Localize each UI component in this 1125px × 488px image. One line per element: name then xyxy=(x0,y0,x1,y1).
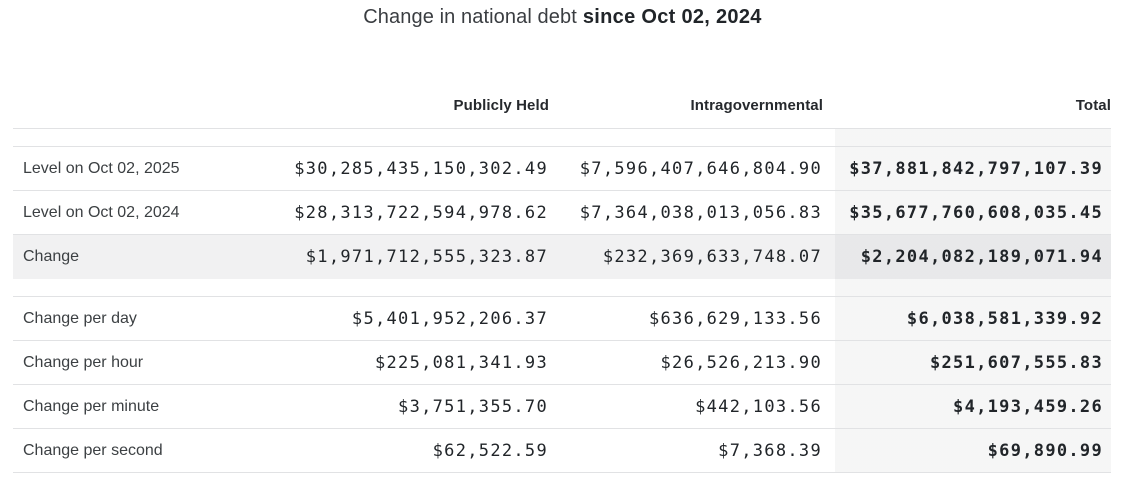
cell-intragovernmental: $7,368.39 xyxy=(718,440,822,461)
table-row: Change per hour $225,081,341.93 $26,526,21… xyxy=(13,340,1111,385)
cell-publicly-held: $62,522.59 xyxy=(432,440,548,461)
table-row: Change per second $62,522.59 $7,368.39 $69,… xyxy=(13,428,1111,473)
title-emphasis: since Oct 02, 2024 xyxy=(582,6,762,28)
cell-intragovernmental: $26,526,213.90 xyxy=(660,352,822,373)
row-label: Change per hour xyxy=(23,353,144,371)
cell-publicly-held: $225,081,341.93 xyxy=(374,352,548,373)
title-prefix: Change in national debt xyxy=(363,6,577,28)
cell-publicly-held: $1,971,712,555,323.87 xyxy=(251,234,549,279)
column-header-total: Total xyxy=(1075,97,1111,114)
cell-publicly-held: $28,313,722,594,978.62 xyxy=(294,202,548,223)
column-header-empty xyxy=(13,71,251,129)
cell-publicly-held: $5,401,952,206.37 xyxy=(351,308,548,329)
column-header-publicly-held: Publicly Held xyxy=(453,97,549,114)
cell-intragovernmental: $232,369,633,748.07 xyxy=(549,234,823,279)
cell-total: $2,204,082,189,071.94 xyxy=(823,234,1111,279)
spacer-cell xyxy=(549,279,823,297)
column-header-intragovernmental: Intragovernmental xyxy=(690,97,823,114)
spacer-cell xyxy=(549,129,823,147)
spacer-row xyxy=(13,128,1111,147)
row-label: Change per second xyxy=(23,441,163,459)
cell-total: $37,881,842,797,107.39 xyxy=(823,146,1111,191)
table-body: Level on Oct 02, 2025 $30,285,435,150,302… xyxy=(13,128,1111,473)
cell-total: $4,193,459.26 xyxy=(823,384,1111,429)
cell-publicly-held: $30,285,435,150,302.49 xyxy=(294,158,548,179)
spacer-cell xyxy=(251,129,549,147)
national-debt-table: Publicly Held Intragovernmental Total Le… xyxy=(13,71,1111,473)
row-label: Change per day xyxy=(23,309,137,327)
cell-intragovernmental: $636,629,133.56 xyxy=(648,308,822,329)
table-row: Level on Oct 02, 2024 $28,313,722,594,978… xyxy=(13,190,1111,235)
header-row: Publicly Held Intragovernmental Total xyxy=(13,71,1111,129)
table-row: Change per day $5,401,952,206.37 $636,629,… xyxy=(13,296,1111,341)
spacer-row xyxy=(13,278,1111,297)
cell-total: $6,038,581,339.92 xyxy=(823,296,1111,341)
spacer-cell xyxy=(251,279,549,297)
cell-total: $35,677,760,608,035.45 xyxy=(823,190,1111,235)
row-label: Change xyxy=(13,234,251,279)
table-row: Change per minute $3,751,355.70 $442,103.5… xyxy=(13,384,1111,429)
cell-total: $251,607,555.83 xyxy=(823,340,1111,385)
spacer-cell xyxy=(13,279,251,297)
spacer-cell xyxy=(13,129,251,147)
row-label: Change per minute xyxy=(23,397,160,415)
page-title: Change in national debt since Oct 02, 202… xyxy=(0,0,1125,29)
table-row: Level on Oct 02, 2025 $30,285,435,150,302… xyxy=(13,146,1111,191)
cell-intragovernmental: $442,103.56 xyxy=(695,396,822,417)
row-label: Level on Oct 02, 2024 xyxy=(23,203,180,221)
cell-publicly-held: $3,751,355.70 xyxy=(398,396,548,417)
cell-intragovernmental: $7,364,038,013,056.83 xyxy=(579,202,822,223)
spacer-cell xyxy=(823,278,1111,297)
table-row: Change $1,971,712,555,323.87 $232,369,633,… xyxy=(13,234,1111,279)
cell-total: $69,890.99 xyxy=(823,428,1111,473)
row-label: Level on Oct 02, 2025 xyxy=(23,159,180,177)
spacer-cell xyxy=(823,128,1111,147)
cell-intragovernmental: $7,596,407,646,804.90 xyxy=(579,158,822,179)
